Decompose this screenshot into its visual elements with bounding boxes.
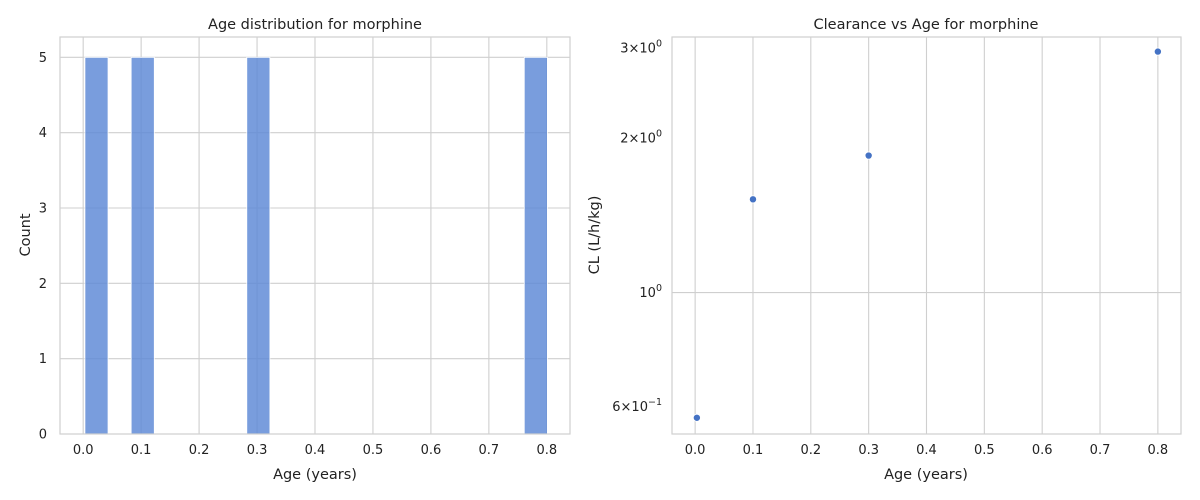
histogram-bar — [523, 56, 548, 435]
histogram-panel: Age distribution for morphine 0.0 0.1 0.2 0… — [18, 17, 571, 483]
histogram-plot-frame — [59, 36, 571, 435]
scatter-y-tick-label: 100 — [639, 283, 662, 301]
histogram-y-axis-label: Count — [18, 213, 34, 256]
scatter-x-tick-label: 0.2 — [800, 443, 821, 458]
scatter-x-tick-label: 0.0 — [685, 443, 706, 458]
histogram-y-ticks: 0 1 2 3 4 5 — [39, 51, 47, 443]
histogram-title: Age distribution for morphine — [208, 17, 422, 33]
scatter-grid — [672, 37, 1181, 434]
histogram-y-tick-label: 5 — [39, 51, 47, 66]
scatter-panel: Clearance vs Age for morphine 0.0 0.1 0.2 0… — [587, 17, 1182, 483]
histogram-bar — [84, 56, 109, 435]
histogram-y-tick-label: 4 — [39, 126, 47, 141]
histogram-x-tick-label: 0.7 — [479, 443, 500, 458]
histogram-y-tick-label: 1 — [39, 352, 47, 367]
scatter-y-axis-label: CL (L/h/kg) — [587, 196, 603, 275]
scatter-y-ticks: 6×10−1 100 2×100 3×100 — [612, 38, 662, 414]
histogram-x-tick-label: 0.1 — [131, 443, 152, 458]
scatter-point — [692, 413, 701, 422]
scatter-y-tick-label: 3×100 — [620, 38, 662, 56]
histogram-y-tick-label: 2 — [39, 277, 47, 292]
scatter-y-tick-label: 2×100 — [620, 129, 662, 147]
scatter-y-tick-label: 6×10−1 — [612, 397, 662, 415]
scatter-points — [692, 47, 1162, 422]
histogram-x-ticks: 0.0 0.1 0.2 0.3 0.4 0.5 0.6 0.7 0.8 — [73, 443, 557, 458]
histogram-y-tick-label: 3 — [39, 202, 47, 217]
scatter-point — [864, 151, 873, 160]
histogram-x-axis-label: Age (years) — [273, 467, 357, 483]
histogram-x-tick-label: 0.6 — [421, 443, 442, 458]
histogram-x-tick-label: 0.3 — [247, 443, 268, 458]
scatter-x-tick-label: 0.7 — [1090, 443, 1111, 458]
histogram-x-tick-label: 0.8 — [536, 443, 557, 458]
scatter-x-tick-label: 0.1 — [743, 443, 764, 458]
scatter-point — [748, 195, 757, 204]
scatter-x-axis-label: Age (years) — [884, 467, 968, 483]
scatter-x-tick-label: 0.8 — [1148, 443, 1169, 458]
scatter-plot-frame — [671, 36, 1182, 435]
histogram-bars — [84, 56, 548, 435]
scatter-x-tick-label: 0.4 — [916, 443, 937, 458]
histogram-y-tick-label: 0 — [39, 428, 47, 443]
histogram-x-tick-label: 0.4 — [305, 443, 326, 458]
scatter-x-ticks: 0.0 0.1 0.2 0.3 0.4 0.5 0.6 0.7 0.8 — [685, 443, 1168, 458]
histogram-bar — [246, 56, 271, 435]
scatter-title: Clearance vs Age for morphine — [814, 17, 1039, 33]
scatter-x-tick-label: 0.5 — [974, 443, 995, 458]
scatter-x-tick-label: 0.3 — [858, 443, 879, 458]
scatter-x-tick-label: 0.6 — [1032, 443, 1053, 458]
histogram-x-tick-label: 0.5 — [363, 443, 384, 458]
histogram-bar — [130, 56, 155, 435]
scatter-point — [1153, 47, 1162, 56]
histogram-x-tick-label: 0.2 — [189, 443, 210, 458]
histogram-x-tick-label: 0.0 — [73, 443, 94, 458]
